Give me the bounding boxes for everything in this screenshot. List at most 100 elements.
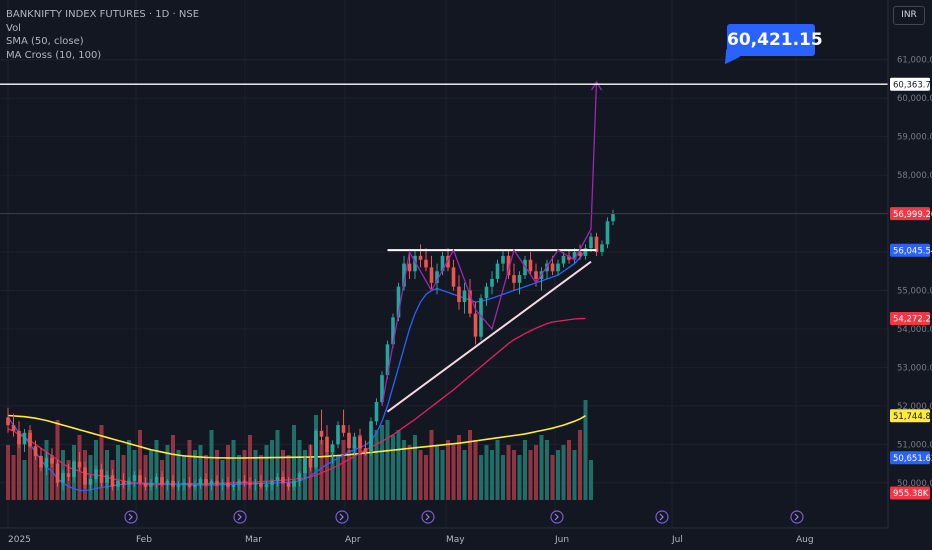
volume-bar [512, 450, 516, 500]
candle [572, 252, 577, 260]
candle [237, 480, 241, 485]
volume-bar [297, 440, 302, 500]
volume-bar [17, 440, 21, 500]
candle [517, 275, 522, 283]
volume-bar [501, 455, 505, 500]
event-marker-ring [124, 510, 138, 524]
volume-bar [209, 430, 214, 500]
symbol-title[interactable]: BANKNIFTY INDEX FUTURES · 1D · NSE [6, 9, 200, 20]
volume-bar [473, 440, 478, 500]
indicator-ma-cross[interactable]: MA Cross (10, 100) [6, 49, 102, 61]
volume-bar [396, 430, 401, 500]
volume-bar [358, 435, 362, 500]
volume-bar [127, 440, 131, 500]
candle [418, 255, 423, 260]
volume-bar [242, 450, 247, 500]
price-tag [890, 207, 930, 221]
volume-bar [11, 455, 16, 500]
event-marker-icon [655, 510, 669, 524]
candle [220, 482, 225, 485]
volume-bar [215, 450, 219, 500]
volume-bar [545, 440, 549, 500]
price-tag-label: 955.38K [893, 489, 929, 499]
price-callout[interactable]: 60,421.15 [727, 24, 823, 56]
event-marker-ring [233, 510, 247, 524]
candle [369, 421, 373, 453]
volume-bar [451, 445, 456, 500]
volume-bar [506, 445, 511, 500]
candle [83, 467, 87, 485]
x-tick-label: Apr [345, 535, 361, 545]
candle [528, 259, 533, 272]
volume-bar [50, 455, 54, 500]
event-marker-icon [335, 510, 349, 524]
event-marker-chevron [554, 513, 559, 521]
indicator-sma[interactable]: SMA (50, close) [6, 36, 84, 47]
event-marker-chevron [794, 513, 799, 521]
candle [303, 457, 307, 474]
volume-bar [490, 450, 494, 500]
volume-bar [380, 425, 384, 500]
candle [578, 252, 582, 256]
candle [314, 430, 318, 468]
candle [160, 477, 164, 485]
event-marker-chevron [659, 513, 664, 521]
candle [451, 267, 456, 287]
pattern-arrow [590, 80, 603, 91]
candle [286, 482, 291, 487]
volume-bar [534, 445, 538, 500]
price-tag [890, 451, 930, 465]
volume-bar [567, 440, 571, 500]
event-marker-chevron [128, 513, 133, 521]
volume-bar [325, 450, 329, 500]
indicator-vol[interactable]: Vol [6, 22, 21, 34]
volume-bar [424, 455, 428, 500]
volume-bar [352, 445, 357, 500]
volume-bar [264, 445, 269, 500]
candle [275, 477, 280, 481]
candle [28, 432, 32, 447]
volume-bar [440, 450, 445, 500]
currency-badge[interactable]: INR [893, 6, 925, 25]
volume-bar [193, 450, 197, 500]
volume-bar [22, 460, 27, 500]
candle [484, 286, 489, 299]
y-tick-label: 54,000.00 [897, 325, 932, 335]
event-marker-ring [550, 510, 564, 524]
volume-bar [446, 440, 450, 500]
candle [259, 482, 263, 487]
candle [600, 244, 604, 253]
candle [330, 444, 335, 453]
x-tick-label: Mar [245, 535, 262, 545]
price-tag-label: 56,045.54 [893, 246, 932, 256]
volume-bar [231, 440, 236, 500]
candle [204, 478, 208, 485]
volume-bar [176, 450, 181, 500]
volume-bar [330, 445, 335, 500]
volume-bar [33, 450, 38, 500]
candle [50, 457, 54, 464]
candle [308, 457, 313, 468]
candle [495, 263, 500, 279]
volume-bar [561, 445, 566, 500]
candle [462, 290, 467, 303]
ma10-line [7, 317, 586, 486]
candle [154, 477, 159, 483]
candle [143, 482, 148, 487]
candle [193, 484, 197, 487]
candle [55, 463, 60, 483]
candle [138, 475, 142, 483]
candle [561, 255, 566, 264]
pattern-path [381, 81, 598, 406]
candle [39, 455, 43, 468]
price-tag-label: 54,272.21 [893, 315, 932, 325]
candle [44, 457, 49, 468]
candle [22, 432, 27, 445]
candle [407, 263, 412, 272]
volume-bar [539, 435, 544, 500]
volume-bar [149, 450, 153, 500]
volume-bar [270, 440, 274, 500]
candle [198, 478, 203, 485]
price-tag-label: 56,999.20 [893, 210, 932, 220]
